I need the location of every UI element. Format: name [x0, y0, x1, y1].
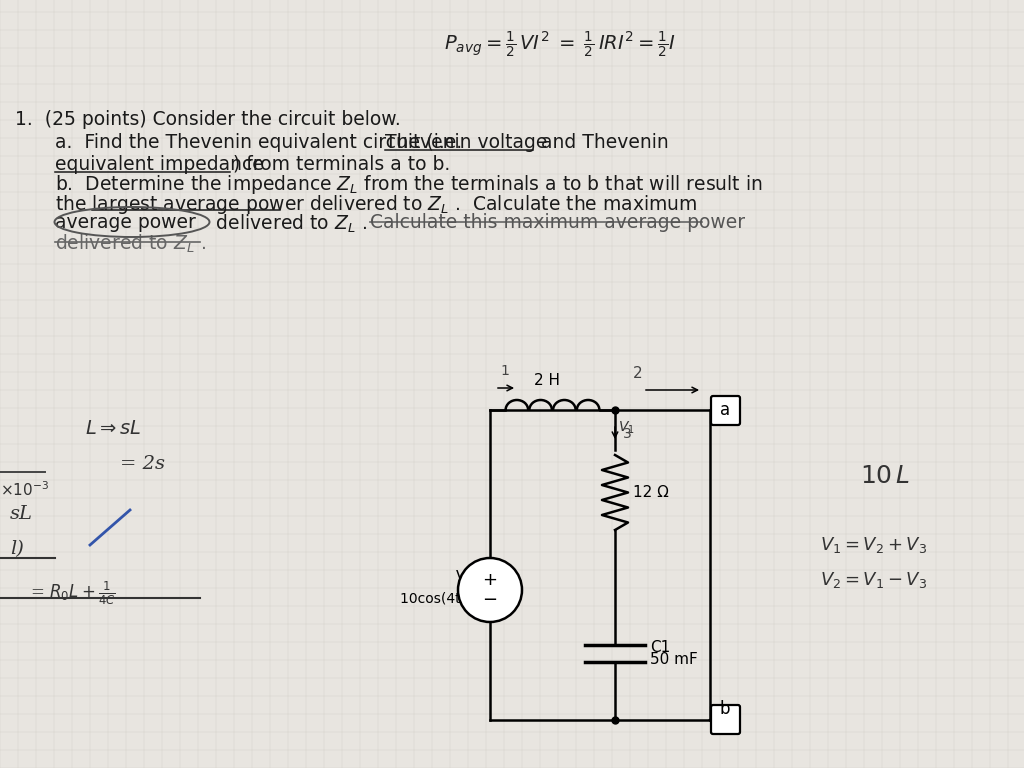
Text: 10cos(4t) V: 10cos(4t) V — [400, 591, 480, 605]
Text: 1.  (25 points) Consider the circuit below.: 1. (25 points) Consider the circuit belo… — [15, 110, 400, 129]
Text: Calculate this maximum average power: Calculate this maximum average power — [370, 213, 745, 232]
Text: $V_2 = V_1 - V_3$: $V_2 = V_1 - V_3$ — [820, 570, 927, 590]
Text: the largest average power delivered to $Z_L$ .  Calculate the maximum: the largest average power delivered to $… — [55, 193, 697, 216]
Text: 1: 1 — [501, 364, 509, 378]
Text: and Thevenin: and Thevenin — [535, 133, 669, 152]
Text: Thevenin voltage: Thevenin voltage — [385, 133, 548, 152]
Text: C1: C1 — [650, 640, 671, 654]
Circle shape — [458, 558, 522, 622]
Text: +: + — [482, 571, 498, 589]
FancyBboxPatch shape — [711, 705, 740, 734]
Text: $V_1$: $V_1$ — [618, 420, 635, 436]
Text: b: b — [720, 700, 730, 718]
Text: l): l) — [10, 540, 24, 558]
Text: $10\,L$: $10\,L$ — [860, 465, 910, 488]
Text: $L \Rightarrow sL$: $L \Rightarrow sL$ — [85, 420, 141, 438]
FancyBboxPatch shape — [711, 396, 740, 425]
Text: b.  Determine the impedance $Z_L$ from the terminals a to b that will result in: b. Determine the impedance $Z_L$ from th… — [55, 173, 763, 196]
Text: $V_1 = V_2 + V_3$: $V_1 = V_2 + V_3$ — [820, 535, 927, 555]
Text: 2: 2 — [633, 366, 643, 381]
Text: 12 Ω: 12 Ω — [633, 485, 669, 500]
Text: 3: 3 — [623, 427, 632, 441]
Text: delivered to $Z_L$ .: delivered to $Z_L$ . — [210, 213, 367, 235]
Text: a.  Find the Thevenin equivalent circuit (i.e.: a. Find the Thevenin equivalent circuit … — [55, 133, 468, 152]
Text: −: − — [482, 591, 498, 609]
Text: Vin: Vin — [456, 571, 480, 585]
Text: ) from terminals a to b.: ) from terminals a to b. — [233, 155, 451, 174]
Text: delivered to $Z_L$ .: delivered to $Z_L$ . — [55, 233, 206, 255]
Text: $P_{avg} = \frac{1}{2}\,VI^2 \;=\; \frac{1}{2}\,IRI^2 = \frac{1}{2}I$: $P_{avg} = \frac{1}{2}\,VI^2 \;=\; \frac… — [444, 30, 676, 60]
Text: $\times 10^{-3}$: $\times 10^{-3}$ — [0, 480, 49, 498]
Text: 2 H: 2 H — [535, 373, 560, 388]
Text: average power: average power — [55, 213, 196, 232]
Text: = 2s: = 2s — [120, 455, 165, 473]
Text: equivalent impedance: equivalent impedance — [55, 155, 264, 174]
Text: 50 mF: 50 mF — [650, 653, 697, 667]
Text: = $R_0L + \frac{1}{4C}$: = $R_0L + \frac{1}{4C}$ — [30, 580, 116, 607]
Text: sL: sL — [10, 505, 33, 523]
Text: a: a — [720, 401, 730, 419]
